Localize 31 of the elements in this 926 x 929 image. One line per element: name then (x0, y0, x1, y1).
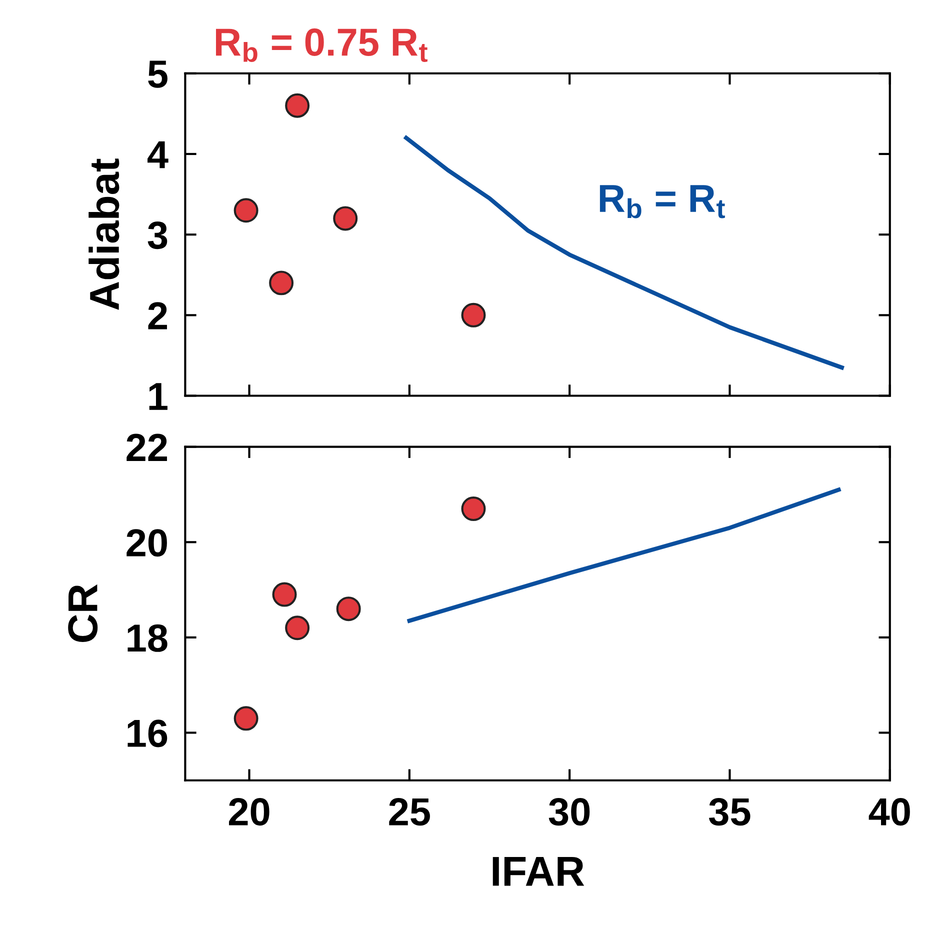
y-tick-label: 18 (128, 624, 168, 652)
y-tick-label: 16 (128, 720, 168, 748)
x-tick-label: 35 (708, 798, 750, 826)
y-axis-title: CR (68, 584, 98, 642)
y-tick-label: 2 (148, 302, 167, 330)
point (461, 496, 486, 522)
x-tick-label: 20 (228, 798, 270, 826)
y-tick-label: 1 (149, 383, 168, 410)
point (285, 93, 310, 118)
point (269, 270, 294, 296)
point (336, 596, 361, 622)
line-series (404, 136, 844, 370)
point (272, 582, 297, 607)
point (234, 706, 258, 731)
y-tick-label: 4 (147, 141, 168, 168)
y-tick-label: 3 (148, 222, 168, 250)
y-tick-label: 22 (126, 434, 167, 461)
x-tick-label: 40 (868, 798, 910, 826)
point (234, 198, 258, 223)
point (461, 302, 486, 328)
series-label: R$_{b}$ = R$_{t}$ (600, 185, 725, 218)
x-tick-label: 30 (548, 798, 590, 826)
series-label: R$_{b}$ = 0.75 R$_{t}$ (216, 28, 428, 62)
y-tick-label: 20 (126, 529, 167, 557)
point (285, 616, 310, 640)
x-tick-label: 25 (389, 798, 430, 826)
line-series (407, 488, 841, 623)
y-tick-label: 5 (148, 60, 168, 88)
y-axis-title: Adiabat (88, 158, 120, 310)
point (333, 206, 358, 231)
x-axis-title: IFAR (492, 857, 584, 886)
